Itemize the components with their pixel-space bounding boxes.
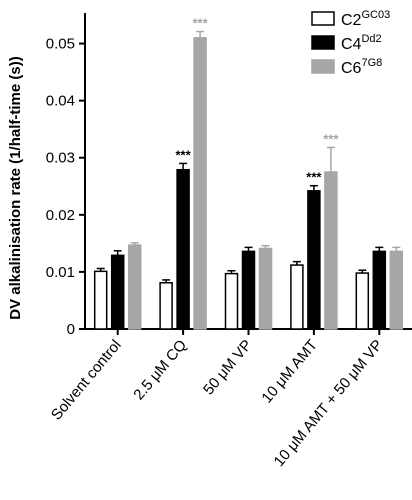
bar-c2-1 — [159, 282, 173, 330]
bar-c6-3 — [324, 171, 338, 330]
legend: C2GC03 C4Dd2 C67G8 — [311, 9, 390, 77]
bar-c4-2 — [241, 250, 256, 330]
x-tick-label: 50 μM VP — [200, 337, 256, 399]
bar-c2-3 — [290, 264, 304, 330]
significance-label: *** — [176, 147, 192, 162]
x-tick-label: Solvent control — [48, 337, 125, 424]
legend-swatch-c2 — [311, 11, 335, 26]
significance-label: *** — [193, 16, 209, 31]
y-tick-label: 0.01 — [46, 264, 75, 281]
bar-c2-2 — [224, 272, 239, 330]
significance-label: *** — [323, 131, 339, 146]
y-axis-label: DV alkalinisation rate (1/half-time (s)) — [7, 56, 24, 319]
bar-c4-0 — [110, 254, 125, 330]
significance-label: *** — [306, 170, 322, 185]
legend-label-c4: C4Dd2 — [341, 33, 382, 53]
bar-c6-0 — [127, 244, 142, 330]
y-tick-label: 0.05 — [46, 36, 75, 53]
x-tick-label: 10 μM AMT + 50 μM VP — [271, 337, 387, 470]
bar-c6-4 — [389, 250, 404, 330]
bar-c2-0 — [93, 270, 108, 330]
y-tick-label: 0.04 — [46, 93, 75, 110]
legend-swatch-c4 — [311, 35, 335, 50]
bar-c2-4 — [355, 272, 370, 330]
x-tick-label: 2.5 μM CQ — [130, 337, 190, 404]
y-tick-label: 0 — [67, 321, 75, 338]
bar-c4-3 — [307, 190, 321, 330]
legend-superscript: Dd2 — [361, 33, 381, 45]
bar-c4-4 — [372, 250, 387, 330]
x-tick-label: 10 μM AMT — [258, 337, 321, 407]
legend-superscript: GC03 — [361, 9, 390, 21]
plot-area: 0 0.01 0.02 0.03 0.04 0.05 Solvent control *** *… — [46, 13, 412, 470]
y-tick-label: 0.02 — [46, 207, 75, 224]
bar-c6-2 — [258, 247, 273, 330]
legend-label-c2: C2GC03 — [341, 9, 390, 29]
legend-swatch-c6 — [311, 59, 335, 74]
y-tick-label: 0.03 — [46, 150, 75, 167]
legend-superscript: 7G8 — [361, 57, 382, 69]
legend-label-c6: C67G8 — [341, 57, 382, 77]
bar-c6-1 — [193, 37, 207, 330]
bar-c4-1 — [176, 168, 190, 330]
